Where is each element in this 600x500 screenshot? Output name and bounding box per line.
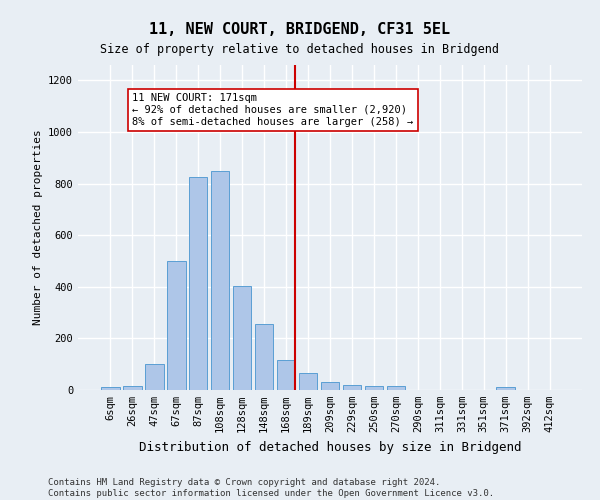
Bar	[343, 385, 361, 390]
Bar	[365, 386, 383, 390]
Bar	[123, 386, 142, 390]
Text: 11 NEW COURT: 171sqm
← 92% of detached houses are smaller (2,920)
8% of semi-det: 11 NEW COURT: 171sqm ← 92% of detached h…	[132, 94, 413, 126]
Text: 11, NEW COURT, BRIDGEND, CF31 5EL: 11, NEW COURT, BRIDGEND, CF31 5EL	[149, 22, 451, 38]
Bar	[101, 388, 119, 390]
Bar	[386, 386, 405, 390]
Bar	[320, 382, 340, 390]
Text: Contains HM Land Registry data © Crown copyright and database right 2024.
Contai: Contains HM Land Registry data © Crown c…	[48, 478, 494, 498]
Bar	[167, 261, 185, 390]
Bar	[211, 171, 229, 390]
Bar	[189, 177, 208, 390]
X-axis label: Distribution of detached houses by size in Bridgend: Distribution of detached houses by size …	[139, 440, 521, 454]
Bar	[145, 364, 164, 390]
Y-axis label: Number of detached properties: Number of detached properties	[32, 130, 43, 326]
Bar	[299, 373, 317, 390]
Text: Size of property relative to detached houses in Bridgend: Size of property relative to detached ho…	[101, 42, 499, 56]
Bar	[277, 360, 295, 390]
Bar	[496, 388, 515, 390]
Bar	[233, 286, 251, 390]
Bar	[255, 324, 274, 390]
